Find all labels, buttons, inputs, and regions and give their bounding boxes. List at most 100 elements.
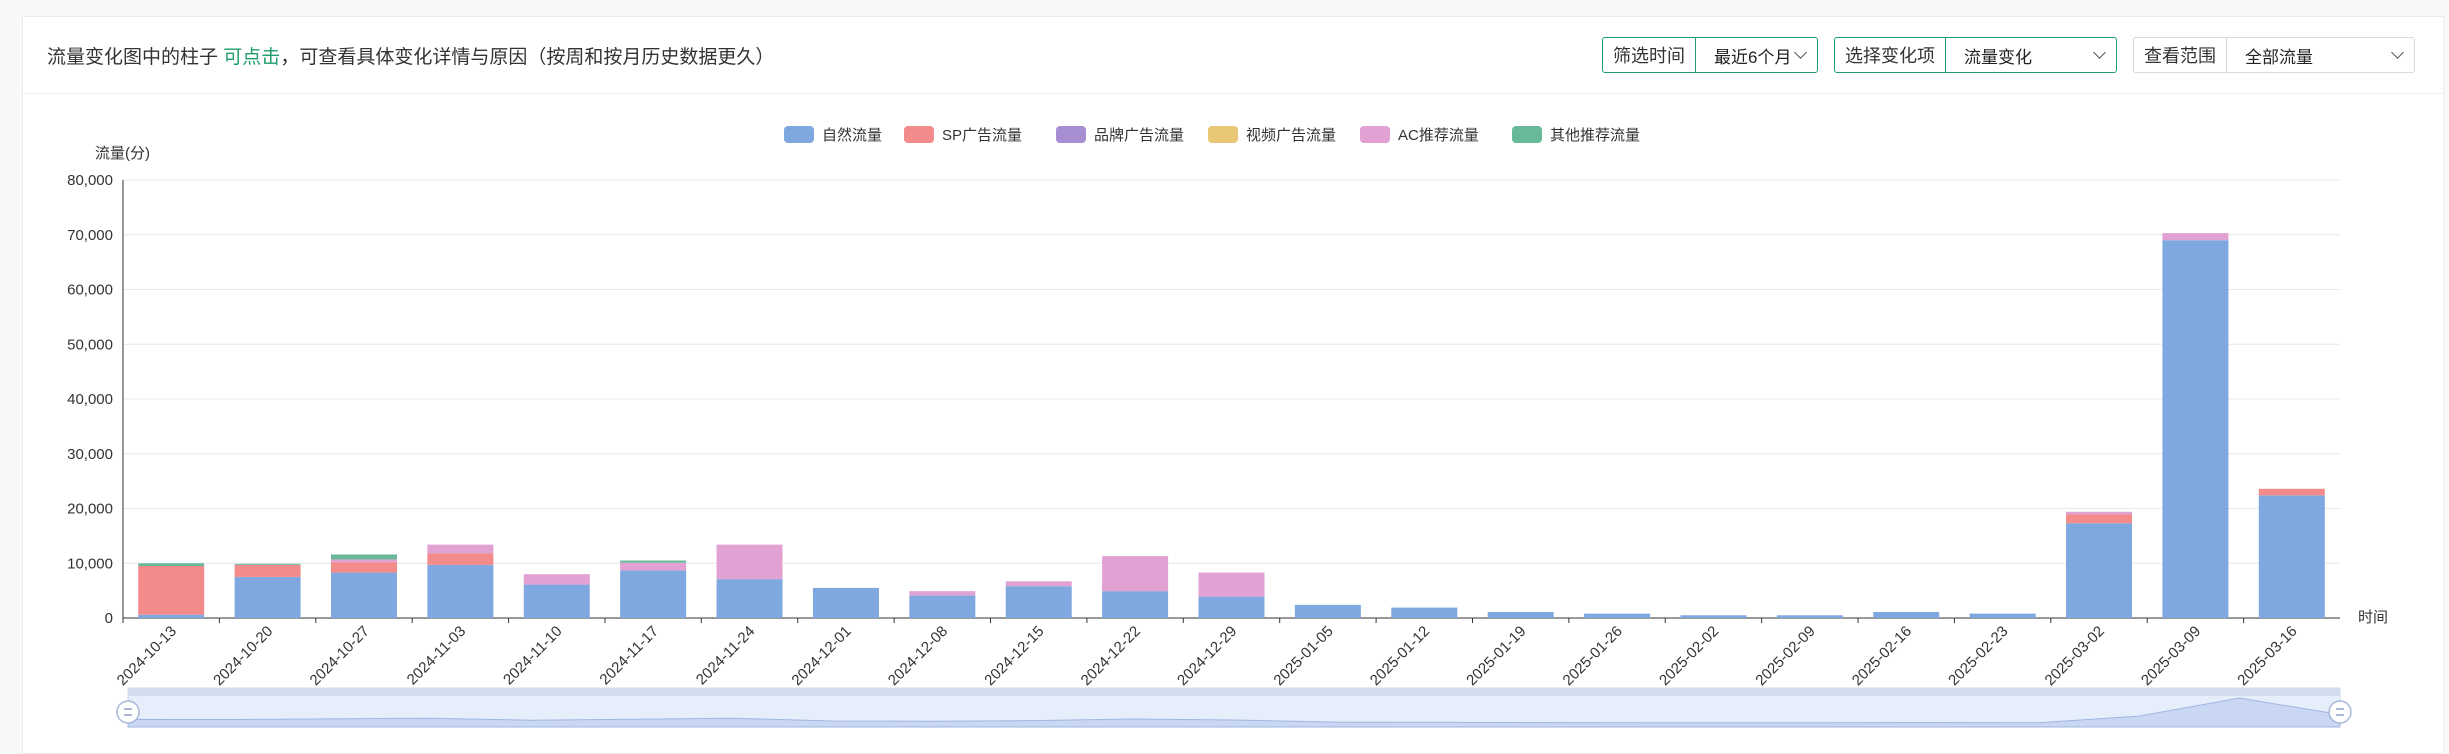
y-tick-label: 80,000 <box>67 172 113 189</box>
bar-segment[interactable] <box>716 544 783 580</box>
bar-segment[interactable] <box>2066 514 2133 524</box>
bar-segment[interactable] <box>2162 240 2229 618</box>
scope-value[interactable]: 全部流量 <box>2227 38 2414 72</box>
legend-swatch[interactable] <box>1360 126 1390 143</box>
legend-label[interactable]: 自然流量 <box>822 127 882 144</box>
x-tick-label: 2024-10-20 <box>210 623 276 689</box>
y-tick-label: 40,000 <box>67 391 113 408</box>
bar-segment[interactable] <box>138 565 205 615</box>
y-tick-label: 0 <box>105 610 113 627</box>
legend-swatch[interactable] <box>1208 126 1238 143</box>
x-tick-label: 2025-01-05 <box>1270 623 1336 689</box>
bar-segment[interactable] <box>234 564 301 577</box>
bar-segment[interactable] <box>620 570 687 618</box>
legend-swatch[interactable] <box>1056 126 1086 143</box>
legend-swatch[interactable] <box>1512 126 1542 143</box>
legend-label[interactable]: SP广告流量 <box>942 127 1022 144</box>
legend-label[interactable]: 其他推荐流量 <box>1550 127 1640 144</box>
time-filter-value-text: 最近6个月 <box>1714 47 1792 67</box>
bar-segment[interactable] <box>330 572 397 618</box>
x-tick-label: 2024-12-29 <box>1174 623 1240 689</box>
x-tick-label: 2025-01-19 <box>1463 623 1529 689</box>
y-axis-label: 流量(分) <box>95 145 150 162</box>
x-tick-label: 2024-12-01 <box>788 623 854 689</box>
bar-segment[interactable] <box>812 587 879 618</box>
x-tick-label: 2025-02-09 <box>1752 623 1818 689</box>
bar-segment[interactable] <box>330 559 397 563</box>
y-tick-label: 50,000 <box>67 336 113 353</box>
y-tick-label: 20,000 <box>67 501 113 518</box>
change-item-select[interactable]: 选择变化项 流量变化 <box>1834 37 2117 73</box>
bar-segment[interactable] <box>2066 511 2133 515</box>
x-tick-label: 2025-01-26 <box>1560 623 1626 689</box>
y-tick-label: 10,000 <box>67 555 113 572</box>
bar-segment[interactable] <box>1005 586 1072 618</box>
x-tick-label: 2024-11-24 <box>693 623 758 688</box>
y-tick-label: 70,000 <box>67 227 113 244</box>
bar-segment[interactable] <box>620 562 687 571</box>
bar-segment[interactable] <box>234 576 301 618</box>
bar-segment[interactable] <box>2258 488 2325 496</box>
legend-label[interactable]: 品牌广告流量 <box>1094 127 1184 144</box>
legend-label[interactable]: AC推荐流量 <box>1398 127 1479 144</box>
y-tick-label: 30,000 <box>67 446 113 463</box>
legend-swatch[interactable] <box>904 126 934 143</box>
change-item-value[interactable]: 流量变化 <box>1946 38 2116 72</box>
bar-segment[interactable] <box>1873 611 1940 618</box>
bar-segment[interactable] <box>1198 572 1265 597</box>
bar-segment[interactable] <box>1969 613 2036 618</box>
clickable-hint-link[interactable]: 可点击 <box>223 47 281 68</box>
zoom-slider-preview <box>127 697 2341 728</box>
x-tick-label: 2025-01-12 <box>1367 623 1433 689</box>
bar-segment[interactable] <box>427 544 494 554</box>
bar-segment[interactable] <box>330 562 397 573</box>
bar-segment[interactable] <box>909 591 976 596</box>
bar-segment[interactable] <box>1102 556 1169 592</box>
change-item-value-text: 流量变化 <box>1964 47 2032 67</box>
bar-segment[interactable] <box>2162 233 2229 241</box>
bar-segment[interactable] <box>523 574 590 585</box>
bar-segment[interactable] <box>523 584 590 618</box>
bar-segment[interactable] <box>138 614 205 618</box>
x-tick-label: 2024-11-10 <box>500 623 565 688</box>
x-axis-label: 时间 <box>2358 609 2388 626</box>
x-tick-label: 2025-02-02 <box>1656 623 1722 689</box>
bar-segment[interactable] <box>1198 596 1265 618</box>
bar-segment[interactable] <box>909 595 976 618</box>
x-tick-label: 2025-03-09 <box>2138 623 2204 689</box>
x-tick-label: 2024-11-03 <box>404 623 469 688</box>
time-filter-select[interactable]: 筛选时间 最近6个月 <box>1602 37 1818 73</box>
scope-select[interactable]: 查看范围 全部流量 <box>2133 37 2415 73</box>
bar-segment[interactable] <box>1391 607 1458 618</box>
bar-segment[interactable] <box>1487 611 1554 618</box>
bar-segment[interactable] <box>1294 604 1361 618</box>
chart-hint: 流量变化图中的柱子 可点击，可查看具体变化详情与原因（按周和按月历史数据更久） <box>47 42 774 69</box>
zoom-slider-top-bar[interactable] <box>128 688 2340 696</box>
time-filter-value[interactable]: 最近6个月 <box>1696 38 1817 72</box>
legend-swatch[interactable] <box>784 126 814 143</box>
bar-segment[interactable] <box>427 553 494 565</box>
bar-segment[interactable] <box>1680 615 1747 618</box>
bar-segment[interactable] <box>427 564 494 618</box>
x-tick-label: 2025-03-02 <box>2042 623 2108 689</box>
x-tick-label: 2024-11-17 <box>596 623 661 688</box>
hint-suffix: ，可查看具体变化详情与原因（按周和按月历史数据更久） <box>280 47 775 68</box>
time-filter-label: 筛选时间 <box>1603 38 1696 72</box>
bar-segment[interactable] <box>620 560 687 563</box>
bar-segment[interactable] <box>2066 523 2133 618</box>
bar-segment[interactable] <box>1102 591 1169 618</box>
bar-segment[interactable] <box>1584 613 1651 618</box>
y-tick-label: 60,000 <box>67 282 113 299</box>
bar-segment[interactable] <box>330 554 397 560</box>
bar-segment[interactable] <box>138 563 205 566</box>
bar-segment[interactable] <box>2258 495 2325 618</box>
legend-label[interactable]: 视频广告流量 <box>1246 127 1336 144</box>
change-item-label: 选择变化项 <box>1835 38 1946 72</box>
bar-segment[interactable] <box>234 563 301 565</box>
zoom-handle-left[interactable] <box>116 700 140 724</box>
bar-segment[interactable] <box>1776 615 1843 618</box>
bar-segment[interactable] <box>716 579 783 618</box>
zoom-handle-right[interactable] <box>2328 700 2352 724</box>
bar-segment[interactable] <box>1005 581 1072 587</box>
